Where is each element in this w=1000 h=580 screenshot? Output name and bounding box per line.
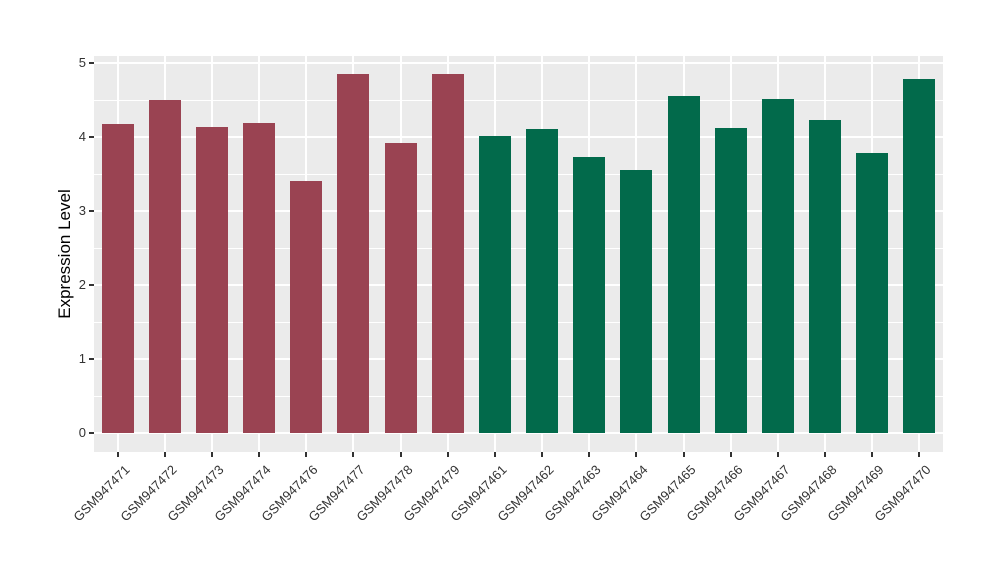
x-tick-mark <box>493 452 496 457</box>
x-tick-mark <box>541 452 544 457</box>
bar <box>667 96 700 433</box>
bar <box>856 153 889 433</box>
gridline-major <box>94 210 943 212</box>
x-tick-mark <box>729 452 732 457</box>
y-tick-label: 4 <box>78 129 86 144</box>
gridline-major <box>94 62 943 64</box>
bar <box>903 79 936 433</box>
y-tick-label: 0 <box>78 425 86 440</box>
x-tick-mark <box>824 452 827 457</box>
bar <box>431 74 464 433</box>
chart-panel <box>94 56 943 452</box>
bar <box>148 100 181 433</box>
x-tick-mark <box>588 452 591 457</box>
y-tick-mark <box>89 358 94 360</box>
bar <box>195 127 228 433</box>
gridline-major <box>94 432 943 434</box>
x-tick-mark <box>258 452 261 457</box>
bar <box>101 123 134 433</box>
bar <box>384 142 417 433</box>
gridline-major <box>94 136 943 138</box>
gridline-minor <box>94 396 943 397</box>
x-tick-mark <box>163 452 166 457</box>
x-tick-mark <box>210 452 213 457</box>
gridline-major <box>94 358 943 360</box>
y-tick-label: 3 <box>78 203 86 218</box>
bar <box>620 170 653 433</box>
x-tick-mark <box>682 452 685 457</box>
x-tick-mark <box>399 452 402 457</box>
bar <box>290 180 323 433</box>
x-tick-mark <box>352 452 355 457</box>
gridline-minor <box>94 322 943 323</box>
bar <box>809 119 842 433</box>
y-tick-mark <box>89 432 94 434</box>
bar <box>761 98 794 433</box>
y-tick-mark <box>89 62 94 64</box>
bar <box>478 135 511 433</box>
x-tick-mark <box>776 452 779 457</box>
bar <box>573 156 606 433</box>
y-tick-label: 1 <box>78 351 86 366</box>
bar <box>243 122 276 433</box>
x-tick-mark <box>305 452 308 457</box>
y-tick-mark <box>89 210 94 212</box>
y-tick-mark <box>89 136 94 138</box>
gridline-minor <box>94 174 943 175</box>
x-tick-mark <box>446 452 449 457</box>
gridline-minor <box>94 100 943 101</box>
y-tick-mark <box>89 284 94 286</box>
bar <box>714 128 747 433</box>
gridline-major <box>94 284 943 286</box>
x-tick-mark <box>635 452 638 457</box>
y-tick-label: 5 <box>78 55 86 70</box>
x-tick-mark <box>871 452 874 457</box>
bar <box>526 128 559 433</box>
y-tick-label: 2 <box>78 277 86 292</box>
gridline-minor <box>94 248 943 249</box>
x-tick-mark <box>918 452 921 457</box>
x-tick-mark <box>116 452 119 457</box>
bar <box>337 74 370 433</box>
